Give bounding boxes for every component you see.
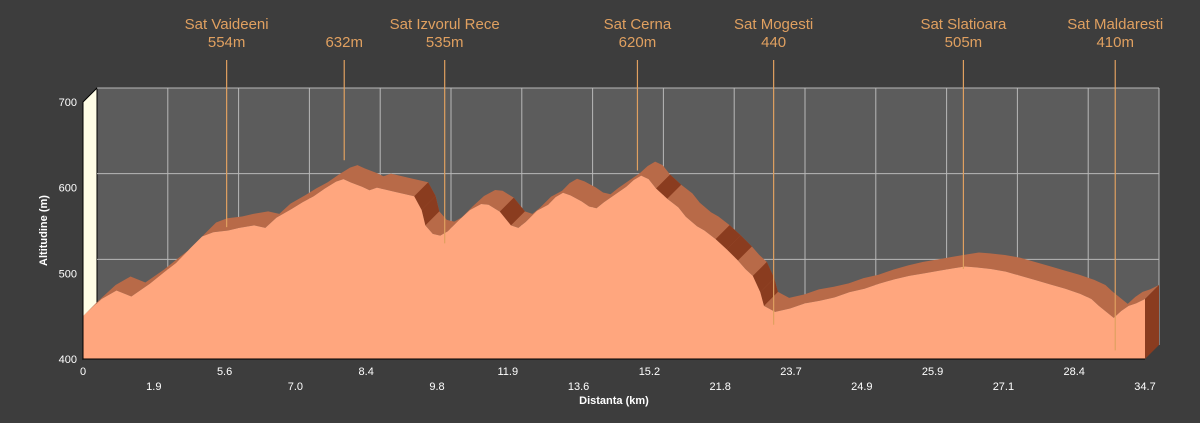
x-tick-label: 7.0: [288, 381, 303, 393]
annotation-label: Sat Maldaresti: [1067, 16, 1163, 33]
x-tick-label: 25.9: [922, 366, 943, 378]
x-tick-label: 15.2: [639, 366, 660, 378]
x-tick-label: 24.9: [851, 381, 872, 393]
annotation-label: 505m: [945, 34, 983, 51]
x-tick-label: 23.7: [780, 366, 801, 378]
y-tick-label: 500: [59, 268, 77, 280]
annotation-leaders: [226, 60, 1116, 351]
elevation-drop-face: [726, 235, 752, 261]
elevation-drop-face: [499, 197, 525, 226]
x-tick-label: 0: [80, 366, 86, 378]
y-tick-label: 600: [59, 183, 77, 195]
elevation-drop-face: [414, 182, 436, 210]
annotation-label: 535m: [426, 34, 464, 51]
elevation-top-surface: [83, 161, 1159, 318]
elevation-drop-face: [752, 261, 775, 293]
annotation-label: Sat Vaideeni: [185, 16, 269, 33]
x-tick-label: 13.6: [568, 381, 589, 393]
x-tick-label: 28.4: [1063, 366, 1084, 378]
x-tick-label: 34.7: [1134, 381, 1155, 393]
y-axis-title: Altitudine (m): [38, 195, 50, 266]
annotation-label: 554m: [208, 34, 246, 51]
elevation-end-face: [1145, 285, 1159, 359]
elevation-drop-face: [421, 195, 440, 226]
elevation-drop-face: [715, 225, 741, 250]
axes: [82, 102, 1145, 360]
annotation-label: 632m: [325, 34, 363, 51]
x-axis-title: Distanta (km): [579, 395, 649, 407]
annotation-label: 620m: [619, 34, 657, 51]
annotation-label: Sat Cerna: [604, 16, 672, 33]
elevation-front-area: [83, 175, 1145, 359]
annotation-label: 410m: [1096, 34, 1134, 51]
x-tick-label: 5.6: [217, 366, 232, 378]
x-tick-label: 11.9: [498, 366, 519, 378]
x-tick-label: 8.4: [359, 366, 374, 378]
annotation-label: 440: [761, 34, 786, 51]
elevation-drop-face: [656, 174, 682, 199]
annotation-label: Sat Slatioara: [920, 16, 1007, 33]
tick-labels: 400 500 600 700 0 1.9 5.6 7.0 8.4 9.8 11.9 13.6 15.2…: [59, 97, 1156, 393]
x-tick-label: 9.8: [429, 381, 444, 393]
annotation-label: Sat Izvorul Rece: [390, 16, 500, 33]
x-tick-label: 1.9: [146, 381, 161, 393]
y-tick-label: 700: [59, 97, 77, 109]
elevation-area: [83, 161, 1159, 359]
annotation-label: Sat Mogesti: [734, 16, 813, 33]
y-tick-label: 400: [59, 354, 77, 366]
x-tick-label: 27.1: [993, 381, 1014, 393]
x-tick-label: 21.8: [709, 381, 730, 393]
